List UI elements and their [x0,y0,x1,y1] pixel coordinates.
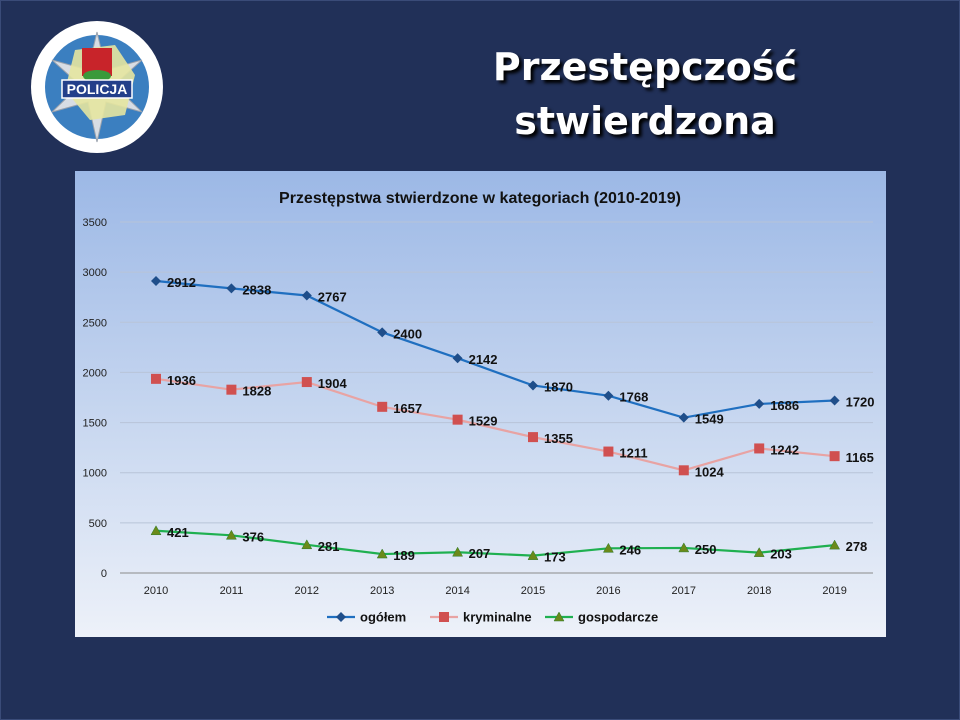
data-label: 1657 [393,401,422,416]
police-logo: POLICJA [30,20,164,154]
x-tick-label: 2015 [521,585,545,597]
data-label: 1720 [846,395,875,410]
series-line-kryminalne [155,377,835,472]
data-label: 250 [695,542,717,557]
data-label: 1355 [544,431,573,446]
y-tick-label: 1500 [83,418,107,430]
x-tick-label: 2010 [144,585,168,597]
y-tick-label: 1000 [83,468,107,480]
x-tick-label: 2011 [220,585,244,597]
data-label: 1024 [695,464,725,479]
data-point [151,373,161,384]
data-point [678,465,689,476]
x-tick-label: 2016 [596,585,620,597]
data-label: 173 [544,550,566,565]
data-label: 1529 [469,414,498,429]
data-point [829,451,840,462]
data-label: 2912 [167,275,196,290]
legend-marker [336,612,346,622]
svg-text:POLICJA: POLICJA [67,81,128,97]
data-label: 246 [619,542,641,557]
data-label: 1165 [846,450,874,465]
x-tick-label: 2013 [370,585,394,597]
title-line-2: stwierdzona [514,99,776,143]
data-point [754,443,765,454]
legend-label: ogółem [360,610,406,625]
data-point [301,290,312,301]
legend-marker [439,612,449,622]
chart-title: Przestępstwa stwierdzone w kategoriach (… [279,190,681,207]
data-label: 207 [469,546,491,561]
title-line-1: Przestępczość [492,45,798,89]
data-point [301,377,312,388]
data-point [603,390,614,401]
data-label: 1686 [770,398,799,413]
data-point [528,432,538,443]
data-label: 1211 [619,446,647,461]
y-tick-label: 3500 [83,217,107,229]
data-point [377,401,388,412]
data-label: 2400 [393,326,422,341]
line-chart: Przestępstwa stwierdzone w kategoriach (… [83,190,875,625]
slide-title: Przestępczość stwierdzona [440,40,850,148]
data-label: 2767 [318,290,347,305]
data-label: 1904 [318,376,348,391]
data-point [150,525,162,536]
data-point [603,446,614,457]
series-line-ogółem [155,279,835,419]
legend-label: gospodarcze [578,610,658,625]
data-point [829,395,840,406]
data-label: 189 [393,548,415,563]
data-label: 421 [167,525,189,540]
data-label: 2142 [469,352,498,367]
data-point [678,412,689,423]
x-tick-label: 2017 [672,585,696,597]
y-tick-label: 500 [89,518,107,530]
data-label: 1549 [695,412,724,427]
data-point [452,414,463,425]
data-point [602,542,614,553]
x-tick-label: 2018 [747,585,771,597]
data-point [301,539,313,550]
data-point [452,353,463,364]
data-point [226,283,237,294]
chart-area: Przestępstwa stwierdzone w kategoriach (… [75,171,886,637]
data-label: 278 [846,539,868,554]
data-point [452,546,464,557]
data-label: 281 [318,539,340,554]
data-label: 1870 [544,379,573,394]
x-tick-label: 2012 [295,585,319,597]
data-point [151,275,161,286]
data-label: 203 [770,547,792,562]
legend-marker [553,611,565,622]
data-point [377,327,388,338]
data-point [754,398,765,409]
data-label: 2838 [242,282,271,297]
y-tick-label: 3000 [83,267,107,279]
data-label: 1242 [770,442,799,457]
x-tick-label: 2019 [822,585,846,597]
data-point [376,548,388,559]
data-label: 1828 [242,384,271,399]
data-label: 1768 [619,390,648,405]
data-label: 376 [242,529,264,544]
data-point [528,380,538,391]
y-tick-label: 2500 [83,317,107,329]
data-point [753,547,765,557]
data-point [527,550,539,560]
legend-label: kryminalne [463,610,532,625]
data-point [678,542,690,553]
series-line-gospodarcze [155,529,835,557]
data-label: 1936 [167,373,196,388]
y-tick-label: 2000 [83,367,107,379]
data-point [829,539,841,550]
data-point [225,529,237,540]
data-point [226,384,237,395]
x-tick-label: 2014 [445,585,469,597]
y-tick-label: 0 [101,568,107,580]
